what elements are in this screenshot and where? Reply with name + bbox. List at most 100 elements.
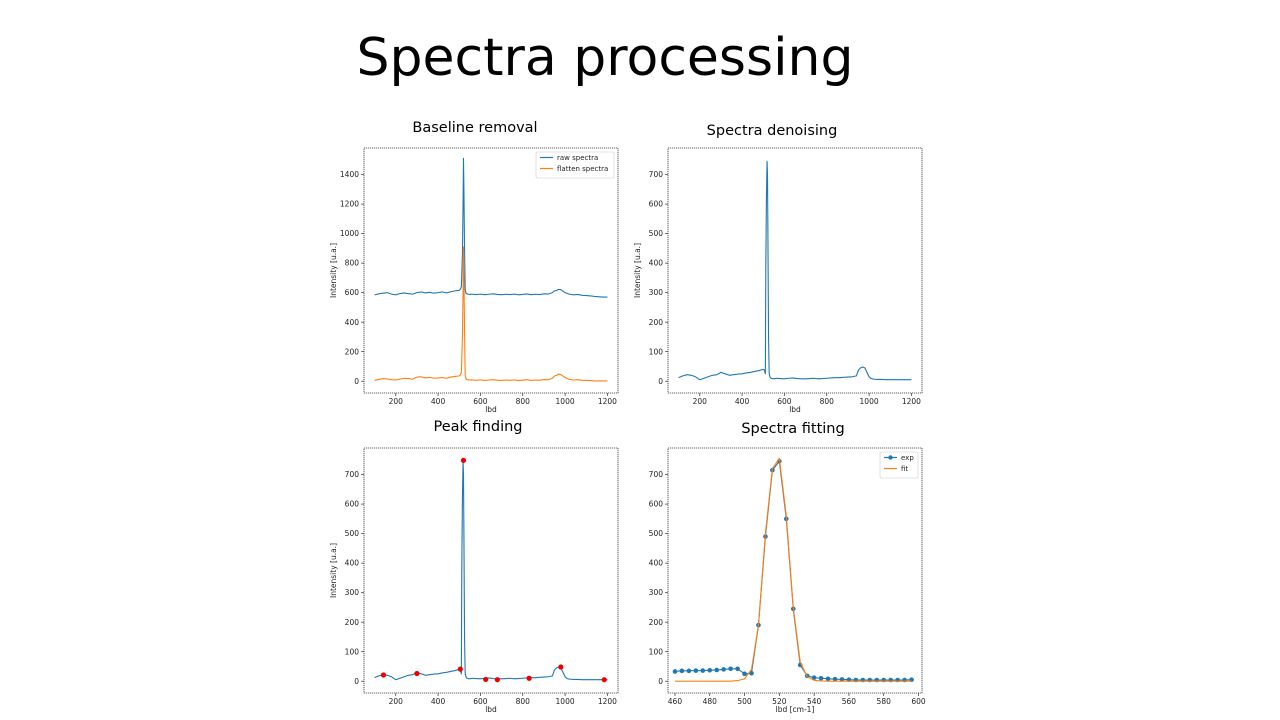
data-point	[742, 671, 747, 677]
y-tick-label: 600	[345, 288, 360, 297]
data-point	[693, 668, 699, 673]
peak-marker	[558, 664, 564, 670]
legend-label: exp	[901, 454, 914, 462]
y-tick-label: 0	[354, 677, 359, 686]
peak-marker	[601, 677, 607, 683]
x-axis-label: lbd	[485, 405, 497, 414]
data-point	[672, 669, 678, 674]
panel-title-fitting: Spectra fitting	[741, 421, 845, 437]
y-tick-label: 400	[649, 559, 664, 568]
y-tick-label: 0	[658, 677, 663, 686]
y-tick-label: 300	[649, 588, 664, 597]
x-tick-label: 400	[735, 397, 750, 406]
x-tick-label: 600	[473, 397, 488, 406]
data-point	[749, 670, 754, 676]
spectra-denoising-chart: 200 400 600 800 1000 1200 0 100 200 300 400 500 600 7…	[633, 147, 923, 414]
x-tick-label: 1000	[556, 397, 575, 406]
y-tick-label: 700	[345, 470, 360, 479]
y-tick-label: 0	[658, 377, 663, 386]
peak-marker	[526, 675, 532, 681]
x-tick-label: 460	[668, 697, 683, 706]
series-line-0	[678, 160, 912, 381]
y-tick-label: 400	[649, 259, 664, 268]
legend-marker	[888, 455, 893, 460]
data-point	[832, 676, 838, 682]
data-point	[735, 666, 740, 672]
data-point	[818, 675, 824, 681]
legend-label: fit	[901, 465, 908, 473]
y-tick-label: 200	[649, 618, 664, 627]
x-tick-label: 800	[820, 397, 835, 406]
panel-title-peaks: Peak finding	[433, 419, 523, 435]
y-tick-label: 100	[345, 647, 360, 656]
x-tick-label: 600	[777, 397, 792, 406]
series-line-exp	[674, 460, 912, 681]
data-point	[728, 666, 733, 672]
y-tick-label: 100	[649, 347, 664, 356]
x-tick-label: 400	[431, 697, 446, 706]
x-tick-label: 480	[703, 697, 718, 706]
x-axis-label: lbd	[485, 705, 497, 714]
legend-label: flatten spectra	[557, 165, 608, 173]
legend-box	[535, 151, 615, 179]
x-axis-label: lbd [cm-1]	[776, 705, 815, 714]
peak-marker	[414, 670, 420, 677]
x-tick-label: 1000	[860, 397, 879, 406]
y-tick-label: 1400	[340, 170, 359, 179]
y-tick-label: 200	[345, 618, 360, 627]
plot-frame	[363, 447, 619, 694]
spectra-fitting-chart: 460 480 500 520 540 560 580 600 0 100 200 300 400 500…	[649, 447, 926, 714]
data-point	[714, 667, 720, 673]
y-tick-label: 400	[345, 559, 360, 568]
y-tick-label: 300	[649, 288, 664, 297]
x-tick-label: 400	[431, 397, 446, 406]
data-point	[686, 668, 692, 674]
y-tick-label: 200	[649, 318, 664, 327]
x-tick-label: 1000	[556, 697, 575, 706]
x-tick-label: 520	[772, 697, 787, 706]
legend-label: raw spectra	[557, 154, 598, 162]
peak-marker	[483, 676, 489, 683]
peak-marker	[380, 672, 387, 678]
baseline-removal-chart: 200 400 600 800 1000 1200 0 200 400 600 800 1000 120…	[329, 147, 619, 414]
y-tick-label: 1200	[340, 200, 359, 209]
y-axis-label: Intensity [u.a.]	[329, 543, 338, 598]
plot-frame	[363, 147, 619, 394]
data-point	[721, 667, 726, 672]
x-tick-label: 1200	[902, 397, 921, 406]
peak-marker	[457, 666, 463, 672]
panel-title-denoising: Spectra denoising	[706, 123, 838, 139]
y-tick-label: 700	[649, 470, 664, 479]
y-tick-label: 100	[649, 647, 664, 656]
x-axis-label: lbd	[789, 405, 801, 414]
y-tick-label: 600	[649, 200, 664, 209]
y-tick-label: 600	[649, 500, 664, 509]
y-tick-label: 300	[345, 588, 360, 597]
y-axis-label: Intensity [u.a.]	[633, 243, 642, 298]
slide-title: Spectra processing	[356, 28, 854, 88]
y-tick-label: 200	[345, 347, 360, 356]
x-tick-label: 800	[516, 397, 531, 406]
panel-title-baseline: Baseline removal	[412, 120, 538, 136]
x-tick-label: 600	[473, 697, 488, 706]
y-tick-label: 500	[649, 529, 664, 538]
y-tick-label: 400	[345, 318, 360, 327]
data-point	[679, 668, 685, 674]
y-tick-label: 600	[345, 500, 360, 509]
y-axis-label: Intensity [u.a.]	[329, 243, 338, 298]
series-line-flatten-spectra	[374, 246, 608, 382]
data-point	[811, 675, 817, 680]
data-point	[839, 677, 845, 682]
plot-frame	[667, 447, 923, 694]
x-tick-label: 540	[807, 697, 822, 706]
y-tick-label: 0	[354, 377, 359, 386]
y-tick-label: 700	[649, 170, 664, 179]
data-point	[707, 667, 713, 673]
y-tick-label: 800	[345, 259, 360, 268]
x-tick-label: 500	[737, 697, 752, 706]
x-tick-label: 200	[389, 397, 404, 406]
peak-marker	[494, 677, 500, 683]
series-line-raw-spectra	[374, 157, 608, 298]
x-tick-label: 580	[877, 697, 892, 706]
plot-frame	[667, 147, 923, 394]
